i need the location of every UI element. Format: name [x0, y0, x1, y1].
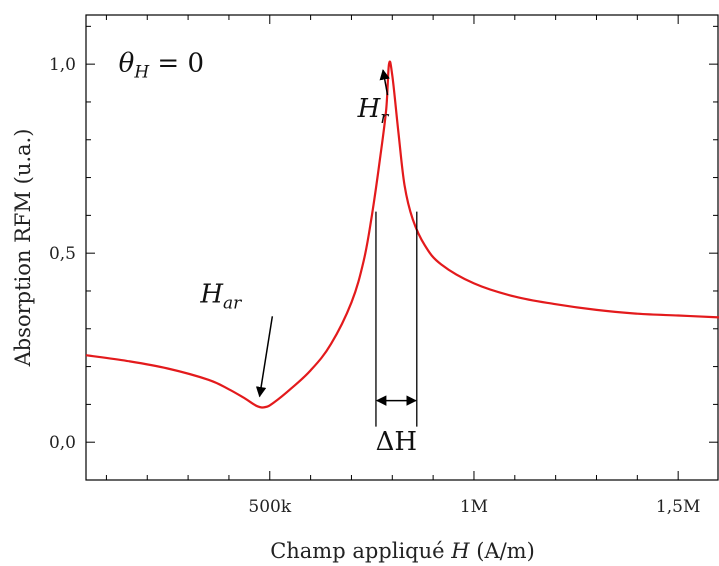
annotation-arrow: [379, 69, 390, 96]
x-tick-label: 500k: [248, 497, 291, 517]
annotation-arrow: [255, 316, 274, 398]
annotation: θH = 0: [119, 49, 204, 83]
y-tick-label: 1,0: [49, 55, 76, 75]
axis-tick-labels: 500k 1M 1,5M 0,0 0,5 1,0: [49, 55, 700, 517]
x-tick-label: 1,5M: [656, 497, 700, 517]
annotation-label: ΔH: [376, 427, 417, 457]
annotation: ΔH: [375, 211, 418, 457]
annotations: θH = 0 Hr Har ΔH: [119, 49, 418, 457]
x-axis-title: Champ appliqué H (A/m): [270, 539, 535, 563]
absorption-curve: [85, 60, 719, 409]
y-axis-title: Absorption RFM (u.a.): [11, 129, 35, 368]
annotation-label: Hr: [357, 94, 390, 128]
plot-frame: [85, 14, 719, 481]
y-tick-label: 0,0: [49, 433, 76, 453]
y-tick-label: 0,5: [49, 244, 76, 264]
axis-ticks: [86, 15, 718, 481]
annotation-label: θH = 0: [119, 49, 204, 83]
annotation: Har: [199, 279, 274, 398]
x-tick-label: 1M: [460, 497, 488, 517]
annotation-label: Har: [199, 279, 242, 313]
annotation: Hr: [357, 69, 390, 128]
